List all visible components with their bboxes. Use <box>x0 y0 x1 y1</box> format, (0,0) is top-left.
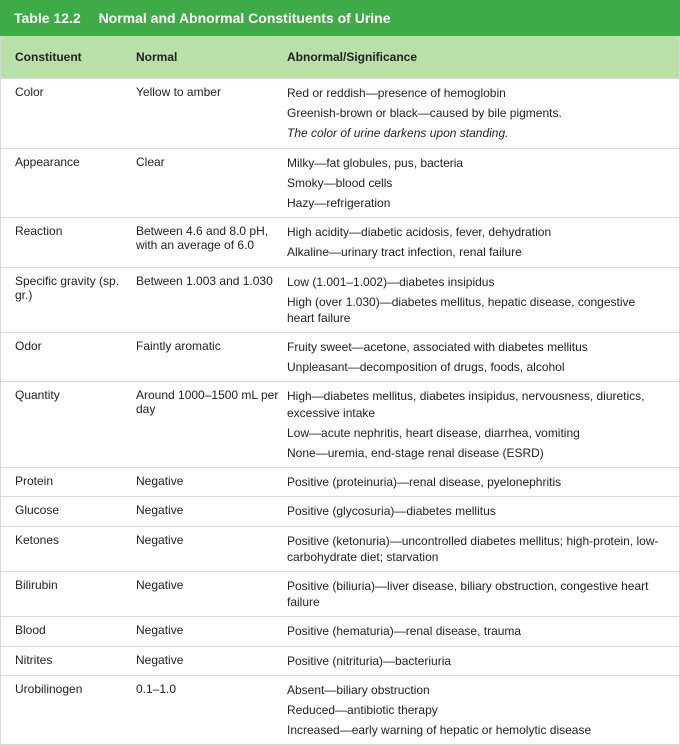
cell-abnormal: Fruity sweet—acetone, associated with di… <box>287 333 665 381</box>
cell-abnormal: Positive (glycosuria)—diabetes mellitus <box>287 497 665 525</box>
cell-constituent: Color <box>15 79 136 148</box>
abnormal-line: Milky—fat globules, pus, bacteria <box>287 155 665 171</box>
abnormal-line: Smoky—blood cells <box>287 175 665 191</box>
cell-abnormal: Positive (nitrituria)—bacteriuria <box>287 647 665 675</box>
cell-constituent: Glucose <box>15 497 136 525</box>
table-number: Table 12.2 <box>14 10 81 26</box>
cell-normal: Yellow to amber <box>136 79 287 148</box>
cell-constituent: Odor <box>15 333 136 381</box>
abnormal-line: Red or reddish—presence of hemoglobin <box>287 85 665 101</box>
table-rows: ColorYellow to amberRed or reddish—prese… <box>1 79 679 745</box>
abnormal-line: Positive (proteinuria)—renal disease, py… <box>287 474 665 490</box>
cell-normal: Clear <box>136 149 287 218</box>
cell-constituent: Specific gravity (sp. gr.) <box>15 268 136 333</box>
cell-normal: Negative <box>136 468 287 496</box>
abnormal-line: Low—acute nephritis, heart disease, diar… <box>287 425 665 441</box>
abnormal-line: Low (1.001–1.002)—diabetes insipidus <box>287 274 665 290</box>
abnormal-line: Positive (biliuria)—liver disease, bilia… <box>287 578 665 610</box>
cell-constituent: Reaction <box>15 218 136 266</box>
abnormal-line: Positive (hematuria)—renal disease, trau… <box>287 623 665 639</box>
cell-abnormal: Low (1.001–1.002)—diabetes insipidus High… <box>287 268 665 333</box>
table-title: Normal and Abnormal Constituents of Urin… <box>99 10 391 26</box>
table-row: BilirubinNegativePositive (biliuria)—liv… <box>1 572 679 617</box>
table-row: GlucoseNegativePositive (glycosuria)—dia… <box>1 497 679 526</box>
abnormal-line: Positive (ketonuria)—uncontrolled diabet… <box>287 533 665 565</box>
cell-normal: Around 1000–1500 mL per day <box>136 382 287 467</box>
cell-constituent: Ketones <box>15 527 136 571</box>
abnormal-line: Hazy—refrigeration <box>287 195 665 211</box>
cell-abnormal: High—diabetes mellitus, diabetes insipid… <box>287 382 665 467</box>
cell-constituent: Protein <box>15 468 136 496</box>
table-row: KetonesNegativePositive (ketonuria)—unco… <box>1 527 679 572</box>
cell-normal: Negative <box>136 527 287 571</box>
abnormal-line: Absent—biliary obstruction <box>287 682 665 698</box>
col-header-abnormal: Abnormal/Significance <box>287 44 665 70</box>
table-container: Table 12.2 Normal and Abnormal Constitue… <box>0 0 680 746</box>
col-header-normal: Normal <box>136 44 287 70</box>
cell-constituent: Appearance <box>15 149 136 218</box>
abnormal-line: The color of urine darkens upon standing… <box>287 125 665 141</box>
cell-abnormal: Positive (hematuria)—renal disease, trau… <box>287 617 665 645</box>
abnormal-line: High acidity—diabetic acidosis, fever, d… <box>287 224 665 240</box>
cell-normal: Between 4.6 and 8.0 pH, with an average … <box>136 218 287 266</box>
abnormal-line: High (over 1.030)—diabetes mellitus, hep… <box>287 294 665 326</box>
cell-abnormal: Positive (proteinuria)—renal disease, py… <box>287 468 665 496</box>
abnormal-line: Positive (glycosuria)—diabetes mellitus <box>287 503 665 519</box>
cell-normal: Faintly aromatic <box>136 333 287 381</box>
cell-constituent: Bilirubin <box>15 572 136 616</box>
abnormal-line: Reduced—antibiotic therapy <box>287 702 665 718</box>
abnormal-line: Positive (nitrituria)—bacteriuria <box>287 653 665 669</box>
cell-constituent: Nitrites <box>15 647 136 675</box>
abnormal-line: Alkaline—urinary tract infection, renal … <box>287 244 665 260</box>
cell-constituent: Quantity <box>15 382 136 467</box>
cell-abnormal: Positive (biliuria)—liver disease, bilia… <box>287 572 665 616</box>
cell-abnormal: Milky—fat globules, pus, bacteria Smoky—b… <box>287 149 665 218</box>
abnormal-line: High—diabetes mellitus, diabetes insipid… <box>287 388 665 420</box>
abnormal-line: Greenish-brown or black—caused by bile p… <box>287 105 665 121</box>
cell-normal: 0.1–1.0 <box>136 676 287 745</box>
table-body: Constituent Normal Abnormal/Significance… <box>0 36 680 746</box>
cell-normal: Negative <box>136 497 287 525</box>
table-row: BloodNegativePositive (hematuria)—renal … <box>1 617 679 646</box>
table-row: OdorFaintly aromaticFruity sweet—acetone… <box>1 333 679 382</box>
table-row: QuantityAround 1000–1500 mL per dayHigh—… <box>1 382 679 468</box>
abnormal-line: None—uremia, end-stage renal disease (ES… <box>287 445 665 461</box>
cell-constituent: Blood <box>15 617 136 645</box>
cell-normal: Negative <box>136 572 287 616</box>
col-header-constituent: Constituent <box>15 44 136 70</box>
table-row: Specific gravity (sp. gr.)Between 1.003 … <box>1 268 679 334</box>
cell-abnormal: High acidity—diabetic acidosis, fever, d… <box>287 218 665 266</box>
table-header-row: Constituent Normal Abnormal/Significance <box>1 36 679 79</box>
table-row: ColorYellow to amberRed or reddish—prese… <box>1 79 679 149</box>
abnormal-line: Unpleasant—decomposition of drugs, foods… <box>287 359 665 375</box>
table-title-bar: Table 12.2 Normal and Abnormal Constitue… <box>0 0 680 36</box>
table-row: Urobilinogen0.1–1.0Absent—biliary obstru… <box>1 676 679 746</box>
cell-abnormal: Red or reddish—presence of hemoglobin Gre… <box>287 79 665 148</box>
cell-normal: Negative <box>136 617 287 645</box>
cell-abnormal: Positive (ketonuria)—uncontrolled diabet… <box>287 527 665 571</box>
table-row: NitritesNegativePositive (nitrituria)—ba… <box>1 647 679 676</box>
abnormal-line: Increased—early warning of hepatic or he… <box>287 722 665 738</box>
table-row: ReactionBetween 4.6 and 8.0 pH, with an … <box>1 218 679 267</box>
table-row: ProteinNegativePositive (proteinuria)—re… <box>1 468 679 497</box>
cell-normal: Between 1.003 and 1.030 <box>136 268 287 333</box>
cell-constituent: Urobilinogen <box>15 676 136 745</box>
abnormal-line: Fruity sweet—acetone, associated with di… <box>287 339 665 355</box>
cell-abnormal: Absent—biliary obstruction Reduced—antibi… <box>287 676 665 745</box>
cell-normal: Negative <box>136 647 287 675</box>
table-row: AppearanceClearMilky—fat globules, pus, … <box>1 149 679 219</box>
